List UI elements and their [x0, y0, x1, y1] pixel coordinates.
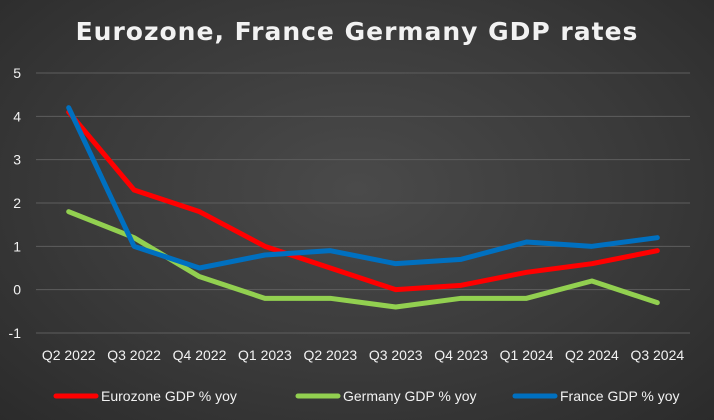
y-tick-label: -1 — [9, 325, 22, 341]
x-tick-label: Q2 2024 — [565, 347, 619, 363]
legend-label: Germany GDP % yoy — [343, 388, 477, 404]
x-tick-label: Q3 2022 — [107, 347, 161, 363]
x-tick-label: Q3 2024 — [630, 347, 684, 363]
y-tick-label: 3 — [13, 152, 21, 168]
grid-lines — [36, 72, 690, 334]
series-lines — [66, 105, 660, 310]
x-axis-ticks: Q2 2022 Q3 2022 Q4 2022 Q1 2023 Q2 2023 Q3 20… — [42, 347, 685, 363]
y-tick-label: 2 — [13, 195, 21, 211]
x-tick-label: Q2 2023 — [303, 347, 357, 363]
series-line-0 — [66, 109, 660, 293]
y-tick-label: 5 — [13, 65, 21, 81]
chart-title: Eurozone, France Germany GDP rates — [76, 17, 639, 46]
legend-label: France GDP % yoy — [560, 388, 680, 404]
legend: Eurozone GDP % yoy Germany GDP % yoy Franc… — [53, 388, 680, 404]
x-tick-label: Q2 2022 — [42, 347, 96, 363]
y-tick-label: 1 — [13, 238, 21, 254]
series-line-2 — [66, 105, 660, 271]
x-tick-label: Q1 2023 — [238, 347, 292, 363]
x-tick-label: Q4 2023 — [434, 347, 488, 363]
y-tick-label: 0 — [13, 282, 21, 298]
x-tick-label: Q1 2024 — [500, 347, 554, 363]
y-tick-label: 4 — [13, 108, 21, 124]
x-tick-label: Q4 2022 — [173, 347, 227, 363]
legend-label: Eurozone GDP % yoy — [101, 388, 237, 404]
x-tick-label: Q3 2023 — [369, 347, 423, 363]
y-axis-ticks: 5 4 3 2 1 0 -1 — [9, 65, 22, 341]
